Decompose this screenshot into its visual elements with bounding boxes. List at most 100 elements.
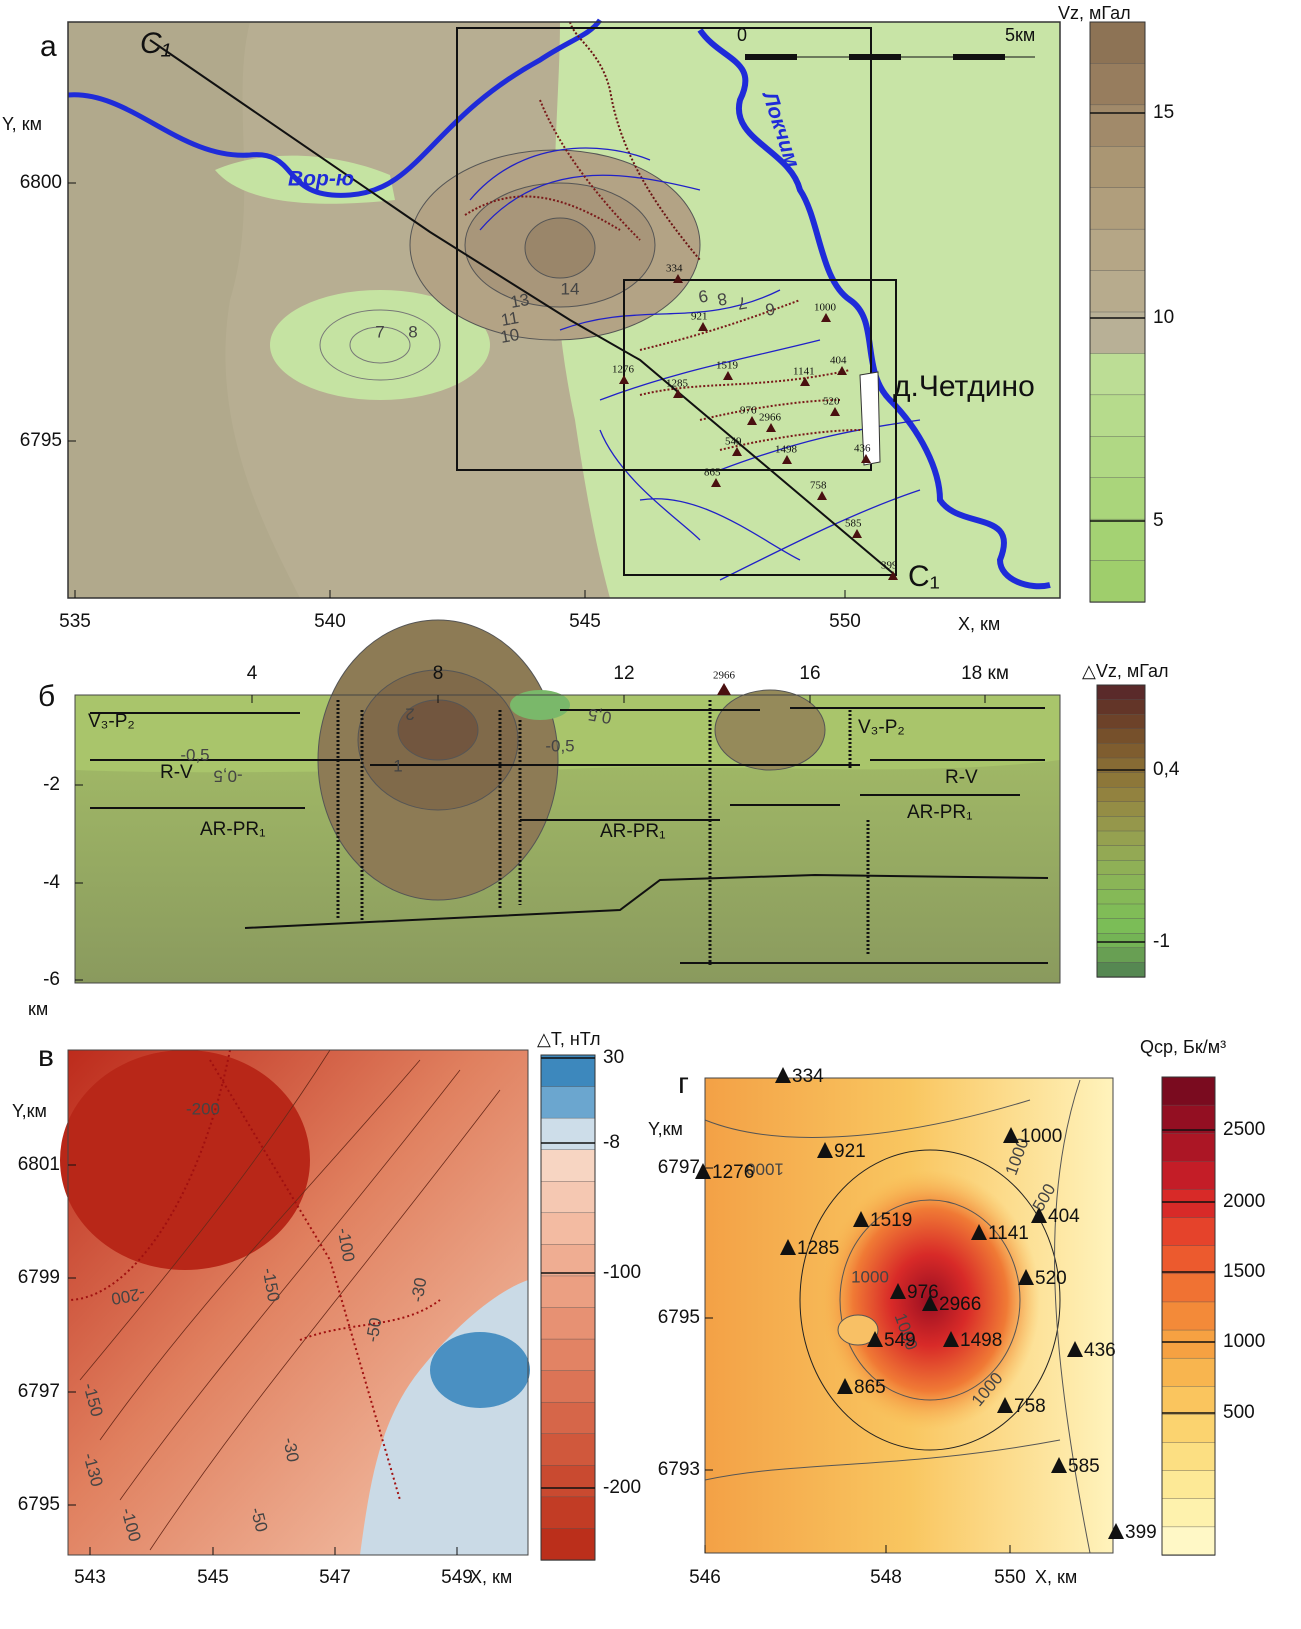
layer-label: AR-PR₁	[600, 821, 666, 842]
colorbar-band	[540, 1244, 596, 1277]
station-label: 1000	[814, 302, 837, 314]
x-tick-label: 535	[59, 611, 91, 632]
section-b	[74, 619, 1061, 984]
colorbar-band	[1089, 477, 1146, 520]
station-marker	[1031, 1207, 1047, 1223]
station-marker	[695, 1163, 711, 1179]
station-label: 1141	[988, 1223, 1029, 1244]
colorbar-band	[540, 1086, 596, 1119]
colorbar-band	[1161, 1329, 1216, 1359]
station-marker	[817, 1142, 833, 1158]
colorbar-band	[1096, 860, 1146, 876]
contour-label: 9	[697, 286, 710, 306]
layer-label: AR-PR₁	[200, 819, 266, 840]
station-marker	[922, 1295, 938, 1311]
station-marker	[997, 1397, 1013, 1413]
contour-label: -200	[186, 1099, 220, 1118]
colorbar-band	[540, 1338, 596, 1372]
layer-label: AR-PR₁	[907, 802, 973, 823]
station-label: 585	[1068, 1456, 1100, 1477]
station-marker	[780, 1239, 796, 1255]
village-label: д.Четдино	[893, 370, 1035, 403]
x-tick-label: 547	[319, 1567, 351, 1588]
contour-label: 2	[405, 705, 414, 724]
colorbar-band	[1096, 772, 1146, 788]
y-axis-label: Y, км	[2, 114, 42, 134]
colorbar-band	[1096, 787, 1146, 803]
station-label: 520	[1035, 1268, 1067, 1289]
station-label: 1285	[797, 1238, 839, 1259]
station-label: 1519	[716, 360, 739, 372]
colorbar-band	[1161, 1386, 1216, 1416]
panel-label: в	[38, 1040, 54, 1073]
colorbar-band	[540, 1465, 596, 1498]
scale-label: 5км	[1005, 25, 1035, 45]
station-label: 1498	[960, 1330, 1002, 1351]
panel-label: а	[40, 30, 57, 63]
station-marker	[766, 423, 776, 432]
station-label: 549	[884, 1330, 916, 1351]
y-tick-label: 6795	[20, 430, 62, 451]
profile-label: C₁	[140, 27, 171, 60]
colorbar-band	[540, 1181, 596, 1214]
colorbar-band	[540, 1307, 596, 1340]
station-marker	[1108, 1523, 1124, 1539]
colorbar-band	[1096, 845, 1146, 861]
station-marker	[1003, 1127, 1019, 1143]
colorbar-band	[1089, 187, 1146, 230]
colorbar-band	[1161, 1161, 1216, 1191]
station-label: 549	[725, 436, 742, 448]
colorbar-band	[540, 1275, 596, 1309]
colorbar-band	[540, 1212, 596, 1246]
colorbar-band	[1161, 1301, 1216, 1331]
colorbar-tick-label: 1500	[1223, 1261, 1265, 1282]
station-label: 976	[740, 405, 757, 417]
colorbar-band	[1096, 801, 1146, 818]
colorbar-tick-label: 30	[603, 1047, 624, 1068]
station-label: 404	[830, 355, 847, 367]
station-marker	[732, 447, 742, 456]
y-tick-label: 6795	[658, 1307, 700, 1328]
colorbar-band	[1161, 1414, 1216, 1444]
colorbar-band	[1161, 1498, 1216, 1528]
colorbar-band	[1161, 1273, 1216, 1303]
station-marker	[817, 491, 827, 500]
station-marker	[861, 454, 871, 463]
station-label: 436	[854, 443, 871, 455]
colorbar-tick-label: 15	[1153, 102, 1174, 123]
station-marker	[1018, 1269, 1034, 1285]
colorbar-band	[1096, 743, 1146, 759]
station-label: 436	[1084, 1340, 1116, 1361]
colorbar-frame	[1089, 21, 1146, 603]
station-marker	[717, 683, 731, 695]
station-marker	[943, 1331, 959, 1347]
colorbar-band	[1161, 1245, 1216, 1275]
station-label: 1141	[793, 366, 815, 378]
colorbar-band	[1089, 518, 1146, 562]
colorbar-band	[1096, 699, 1146, 715]
x-tick-label: 16	[799, 663, 820, 684]
station-label: 921	[834, 1141, 866, 1162]
x-tick-label: 545	[197, 1567, 229, 1588]
colorbar-band	[1089, 353, 1146, 396]
contour-label: -30	[408, 1276, 431, 1304]
colorbar-band	[1089, 21, 1146, 65]
profile-label: C₁	[908, 560, 940, 593]
colorbar-band	[540, 1054, 596, 1088]
colorbar-tick-label: -1	[1153, 931, 1170, 952]
x-axis-label: X, км	[1035, 1567, 1077, 1587]
station-marker	[971, 1224, 987, 1240]
station-label: 758	[810, 480, 827, 492]
station-label: 585	[845, 518, 862, 530]
colorbar-band	[1089, 270, 1146, 313]
scale-label: 0	[737, 25, 747, 45]
colorbar-title: Qср, Бк/м³	[1140, 1037, 1226, 1057]
station-marker	[1067, 1341, 1083, 1357]
x-tick-label: 548	[870, 1567, 902, 1588]
station-label: 2966	[939, 1294, 981, 1315]
contour-label: 0,5	[587, 705, 614, 728]
colorbar-band	[540, 1496, 596, 1530]
colorbar-tick-label: 2000	[1223, 1191, 1265, 1212]
station-marker	[852, 529, 862, 538]
station-marker	[782, 455, 792, 464]
